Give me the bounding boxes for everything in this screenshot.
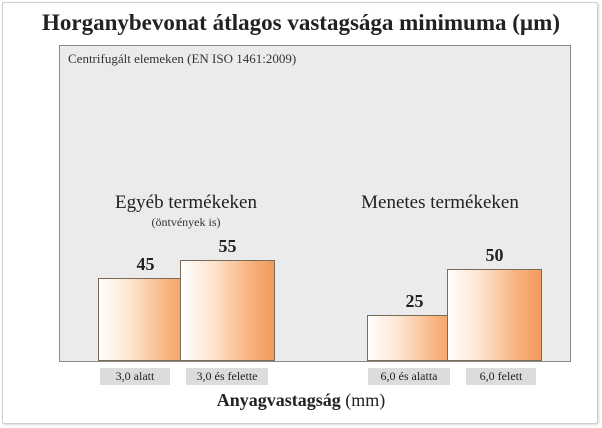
tick-label-3-alatt: 3,0 alatt [100, 368, 170, 385]
bar-1-0 [367, 315, 462, 361]
chart-frame [2, 2, 598, 424]
bar-0-1 [180, 259, 275, 361]
bar-value-label-0-1: 55 [218, 235, 237, 256]
x-axis-label-unit: (mm) [345, 390, 386, 410]
tick-label-6-felett: 6,0 felett [466, 368, 536, 385]
tick-label-6-alatta: 6,0 és alatta [368, 368, 450, 385]
x-axis-label-text: Anyagvastagság [216, 390, 341, 410]
tick-label-3-felette: 3,0 és felette [186, 368, 268, 385]
group-title-egyeb: Egyéb termékeken [115, 192, 257, 213]
bar-value-label-1-0: 25 [405, 291, 424, 311]
x-axis-label: Anyagvastagság (mm) [0, 390, 602, 411]
chart-subtitle: Centrifugált elemeken (EN ISO 1461:2009) [68, 51, 297, 66]
group-title-menetes: Menetes termékeken [361, 192, 519, 213]
bar-0-0 [98, 278, 193, 361]
bar-1-1 [447, 269, 542, 361]
bar-value-label-1-1: 50 [485, 245, 504, 265]
chart-title: Horganybevonat átlagos vastagsága minimu… [42, 10, 560, 35]
group-note-egyeb: (öntvények is) [151, 215, 221, 229]
bar-value-label-0-0: 45 [136, 254, 155, 275]
